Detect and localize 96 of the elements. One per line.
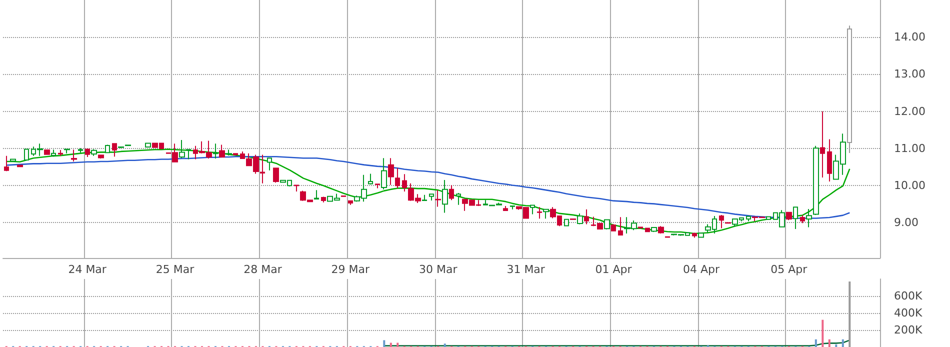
x-tick-label: 31 Mar: [506, 263, 546, 276]
x-tick-label: 25 Mar: [156, 263, 195, 276]
y-tick-label: 200K: [894, 324, 923, 336]
x-tick-label: 04 Apr: [682, 263, 720, 276]
candlestick: [294, 184, 299, 192]
bar: [822, 320, 824, 347]
candlestick: [58, 149, 63, 156]
candlestick: [233, 152, 238, 156]
candlestick: [85, 148, 90, 158]
candlestick: [395, 168, 400, 189]
candlestick: [375, 184, 380, 189]
candlestick: [17, 164, 23, 168]
candlestick: [698, 232, 704, 238]
candlestick: [651, 226, 657, 233]
candlestick: [510, 206, 515, 210]
candlestick: [4, 155, 9, 172]
candlestick: [64, 148, 70, 154]
candlestick: [611, 224, 616, 232]
candlestick: [827, 138, 832, 182]
candlestick: [186, 148, 191, 160]
bar: [396, 342, 399, 347]
candlestick: [24, 148, 29, 161]
candlestick: [820, 110, 825, 178]
bar: [828, 339, 830, 347]
candlestick: [793, 206, 798, 230]
candlestick: [543, 208, 549, 220]
candlestick: [321, 196, 326, 203]
candlestick: [429, 194, 434, 201]
candlestick: [746, 216, 751, 222]
candlestick: [314, 190, 319, 200]
y-tick-label: 11.00: [894, 142, 926, 155]
candlestick: [442, 180, 448, 214]
line-series: [6, 148, 850, 234]
candlestick: [10, 158, 16, 162]
candlestick: [584, 208, 589, 225]
candlestick: [213, 143, 218, 160]
candlestick: [786, 212, 792, 221]
candlestick: [105, 144, 110, 154]
candlestick: [44, 149, 50, 156]
candlestick: [98, 154, 104, 160]
x-tick-label: 30 Mar: [419, 263, 458, 276]
candlestick: [381, 158, 387, 190]
x-tick-label: 05 Apr: [770, 263, 808, 276]
candlestick: [273, 168, 279, 184]
candlestick: [813, 145, 819, 216]
x-tick-label: 24 Mar: [68, 263, 107, 276]
candlestick: [368, 173, 373, 185]
y-tick-label: 600K: [894, 290, 923, 302]
candlestick: [91, 148, 97, 156]
candlestick: [456, 192, 461, 206]
candlestick: [388, 158, 394, 186]
candlestick: [348, 200, 353, 206]
candlestick: [577, 212, 583, 225]
y-tick-label: 10.00: [894, 179, 926, 192]
bar: [814, 339, 817, 347]
y-tick-label: 12.00: [894, 104, 926, 118]
candlestick: [645, 228, 650, 233]
bar: [390, 342, 392, 347]
x-tick-label: 28 Mar: [244, 263, 282, 276]
candlestick: [118, 146, 124, 149]
x-tick-label: 29 Mar: [331, 263, 370, 276]
candlestick: [145, 142, 151, 148]
bar: [842, 339, 844, 347]
candlestick: [267, 158, 272, 171]
y-tick-label: 14.00: [894, 30, 926, 44]
candlestick: [51, 149, 56, 158]
candlestick: [503, 206, 508, 211]
candlestick: [422, 194, 427, 202]
line-series: [6, 156, 850, 219]
candlestick: [449, 184, 454, 201]
x-tick-label: 01 Apr: [595, 263, 632, 276]
candlestick: [78, 148, 83, 154]
candlestick: [692, 232, 697, 238]
candlestick: [402, 174, 407, 192]
candlestick: [719, 214, 724, 229]
candlestick: [179, 139, 185, 159]
candlestick: [537, 206, 542, 220]
candlestick: [435, 190, 441, 208]
candlestick: [766, 216, 771, 220]
candlestick: [112, 143, 117, 158]
candlestick: [806, 208, 812, 228]
y-tick-label: 13.00: [894, 68, 926, 81]
y-tick-label: 400K: [894, 306, 923, 320]
candlestick: [226, 149, 232, 156]
candlestick: [530, 204, 535, 215]
candlestick: [618, 216, 623, 236]
candlestick: [604, 219, 610, 230]
candlestick: [71, 149, 77, 162]
bar: [444, 344, 446, 347]
candlestick: [564, 218, 569, 227]
bar: [835, 344, 838, 347]
bar: [383, 340, 386, 347]
y-tick-label: 9.00: [894, 216, 918, 230]
candlestick: [658, 226, 664, 234]
candlestick: [800, 214, 805, 224]
candlestick: [219, 144, 225, 158]
